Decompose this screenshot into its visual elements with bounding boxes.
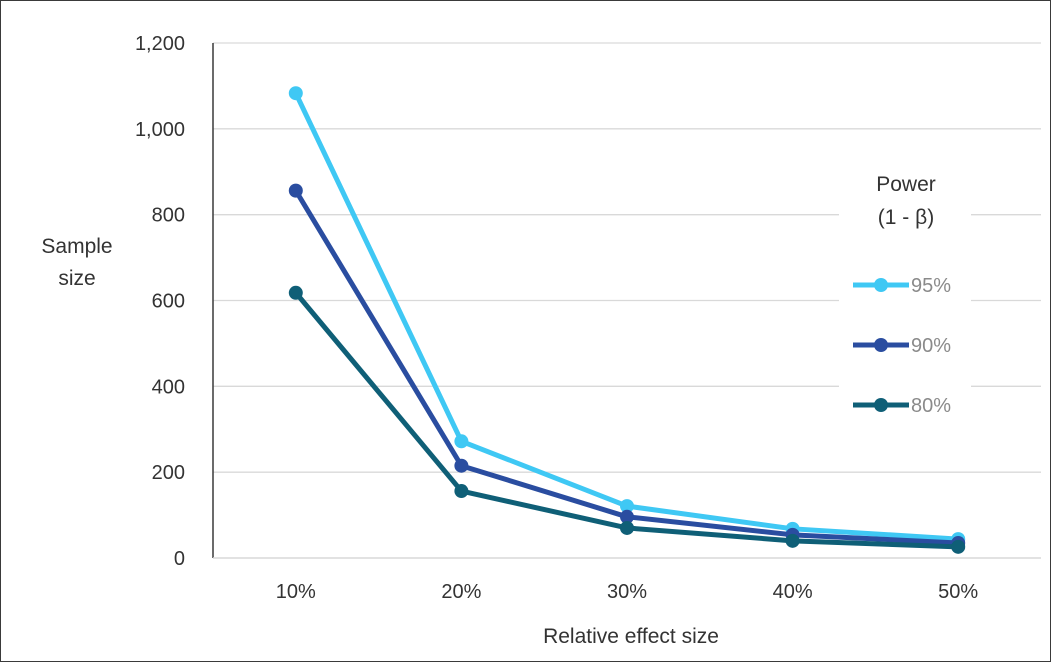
x-tick-label: 50%	[938, 581, 978, 603]
data-point	[454, 434, 469, 449]
y-tick-label: 200	[152, 462, 185, 484]
data-point	[454, 484, 469, 499]
legend: Power (1 - β) 95% 90% 80%	[839, 161, 971, 431]
legend-item: 90%	[853, 335, 951, 357]
legend-title-line-1: Power	[876, 173, 936, 196]
y-tick-label: 800	[152, 205, 185, 227]
data-point	[454, 458, 469, 473]
data-point	[288, 183, 303, 198]
legend-label: 80%	[911, 395, 951, 417]
axes	[212, 43, 1041, 559]
legend-label: 95%	[911, 275, 951, 297]
x-tick-label: 40%	[773, 581, 813, 603]
x-tick-label: 20%	[441, 581, 481, 603]
legend-label: 90%	[911, 335, 951, 357]
data-point	[620, 509, 634, 524]
data-point	[785, 533, 800, 548]
y-tick-label: 400	[152, 376, 185, 398]
data-point	[288, 285, 303, 300]
legend-title-line-2: (1 - β)	[878, 206, 934, 229]
data-point	[288, 86, 303, 101]
legend-swatch-marker	[874, 278, 888, 292]
x-tick-labels: 10% 20% 30% 40% 50%	[276, 581, 979, 603]
x-tick-label: 10%	[276, 581, 316, 603]
y-tick-labels: 0 200 400 600 800 1,000 1,200	[135, 33, 185, 570]
legend-swatch-marker	[874, 398, 888, 412]
series-95pct	[288, 86, 966, 547]
data-point	[620, 520, 634, 535]
y-tick-label: 1,000	[135, 119, 185, 141]
y-tick-label: 1,200	[135, 33, 185, 55]
x-axis-title: Relative effect size	[543, 625, 719, 648]
legend-swatch-marker	[874, 338, 888, 352]
y-axis-title-line-1: Sample	[41, 235, 112, 258]
legend-background	[839, 161, 971, 431]
legend-item: 95%	[853, 275, 951, 297]
x-tick-label: 30%	[607, 581, 647, 603]
series-lines	[288, 86, 966, 554]
y-tick-label: 600	[152, 291, 185, 313]
data-point	[620, 499, 634, 514]
data-point	[951, 539, 966, 554]
y-tick-label: 0	[174, 548, 185, 570]
series-80pct	[288, 285, 966, 554]
y-axis-title-line-2: size	[58, 267, 95, 290]
legend-item: 80%	[853, 395, 951, 417]
